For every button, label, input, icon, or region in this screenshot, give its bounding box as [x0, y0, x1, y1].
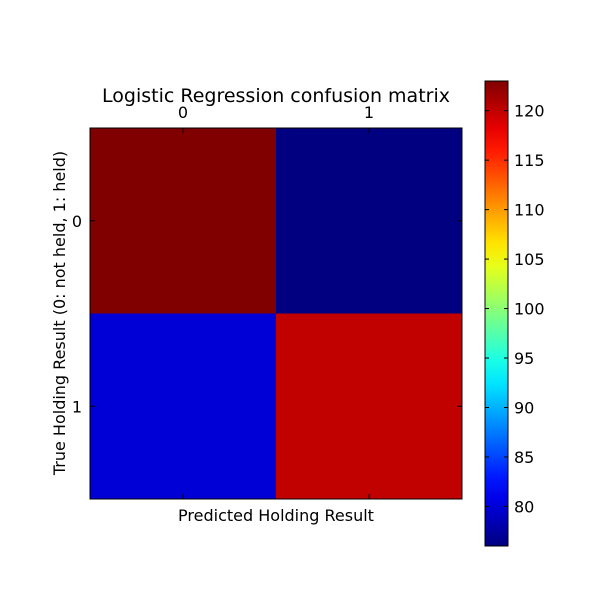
colorbar-tick-label: 95 — [514, 349, 534, 368]
colorbar-tick-label: 100 — [514, 300, 545, 319]
y-tick-label: 1 — [72, 397, 82, 416]
y-ticks: 01 — [72, 212, 462, 416]
colorbar-tick-label: 115 — [514, 151, 545, 170]
x-tick-label: 1 — [364, 103, 374, 122]
colorbar-tick-label: 120 — [514, 102, 545, 121]
y-axis-label: True Holding Result (0: not held, 1: hel… — [50, 151, 69, 476]
chart-title: Logistic Regression confusion matrix — [102, 85, 450, 107]
x-tick-label: 0 — [178, 103, 188, 122]
heatmap-cell-0-1 — [276, 128, 462, 314]
heatmap-cell-1-0 — [90, 313, 276, 499]
colorbar-tick-label: 80 — [514, 497, 534, 516]
colorbar-tick-label: 105 — [514, 250, 545, 269]
heatmap-cell-0-0 — [90, 128, 276, 314]
heatmap-cell-1-1 — [276, 313, 462, 499]
y-tick-label: 0 — [72, 212, 82, 231]
heatmap-cells — [90, 128, 462, 499]
colorbar-tick-label: 90 — [514, 398, 534, 417]
colorbar — [484, 80, 509, 547]
plot-frame — [89, 127, 463, 500]
colorbar-tick-label: 110 — [514, 201, 545, 220]
x-axis-label: Predicted Holding Result — [178, 506, 374, 525]
colorbar-ticks: 80 85 90 95 100 105 110 115 120 — [485, 102, 545, 516]
colorbar-tick-label: 85 — [514, 448, 534, 467]
